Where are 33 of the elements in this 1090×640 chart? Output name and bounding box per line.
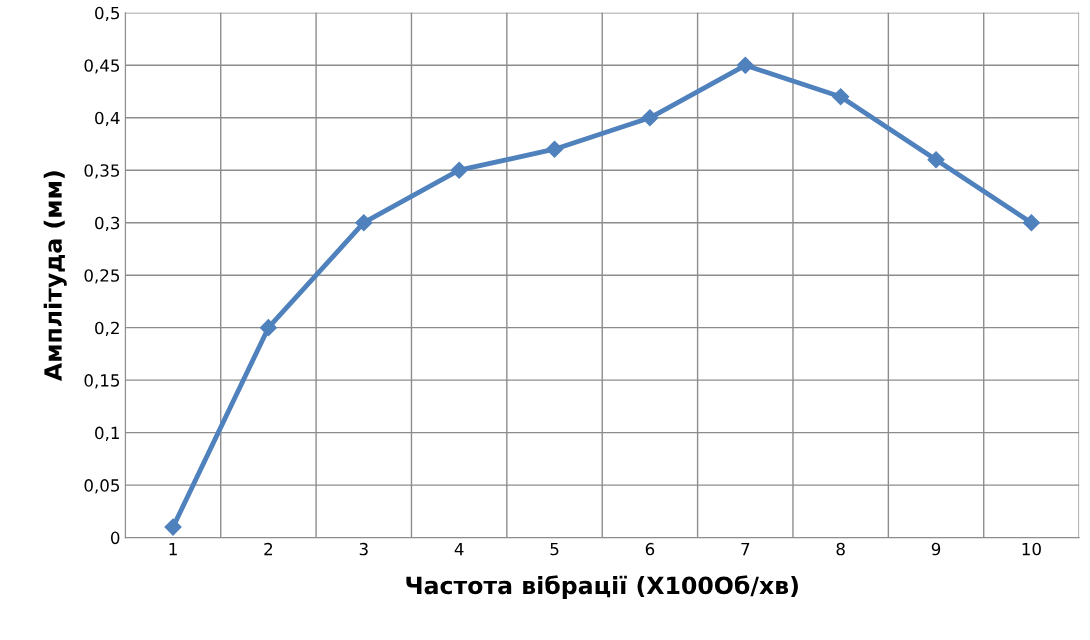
x-tick-label: 2	[264, 542, 273, 556]
y-tick-label: 0,05	[84, 479, 120, 494]
point	[736, 56, 754, 74]
x-axis-title: Частота вібрації (X100Об/хв)	[406, 575, 798, 599]
x-tick-label: 3	[359, 542, 368, 556]
point	[832, 88, 850, 106]
y-tick-label: 0,1	[95, 426, 119, 441]
y-tick-label: 0,25	[84, 269, 120, 284]
x-tick-label: 5	[550, 542, 559, 556]
x-tick-label: 8	[836, 542, 845, 556]
point	[259, 319, 277, 337]
point	[545, 140, 564, 158]
y-tick-label: 0,2	[95, 321, 119, 336]
y-tick-label: 0,4	[95, 111, 120, 127]
point	[355, 214, 373, 232]
x-tick-label: 6	[645, 542, 655, 556]
x-tick-label: 7	[741, 542, 750, 556]
y-tick-label: 0,35	[84, 164, 120, 179]
y-tick-label: 0	[110, 531, 120, 545]
y-tick-label: 0,5	[95, 6, 120, 22]
y-tick-label: 0,3	[95, 216, 120, 231]
y-axis-title: Амплітуда (мм)	[43, 171, 67, 381]
y-tick-label: 0,45	[84, 59, 120, 74]
point	[927, 151, 945, 169]
x-tick-label: 1	[169, 542, 177, 556]
point	[164, 518, 182, 536]
x-tick-label: 4	[454, 542, 464, 556]
point	[450, 161, 468, 179]
y-tick-label: 0,15	[84, 374, 120, 389]
x-tick-label: 9	[931, 542, 941, 556]
point	[1022, 214, 1040, 232]
x-tick-label: 10	[1022, 542, 1041, 556]
point	[641, 109, 659, 127]
